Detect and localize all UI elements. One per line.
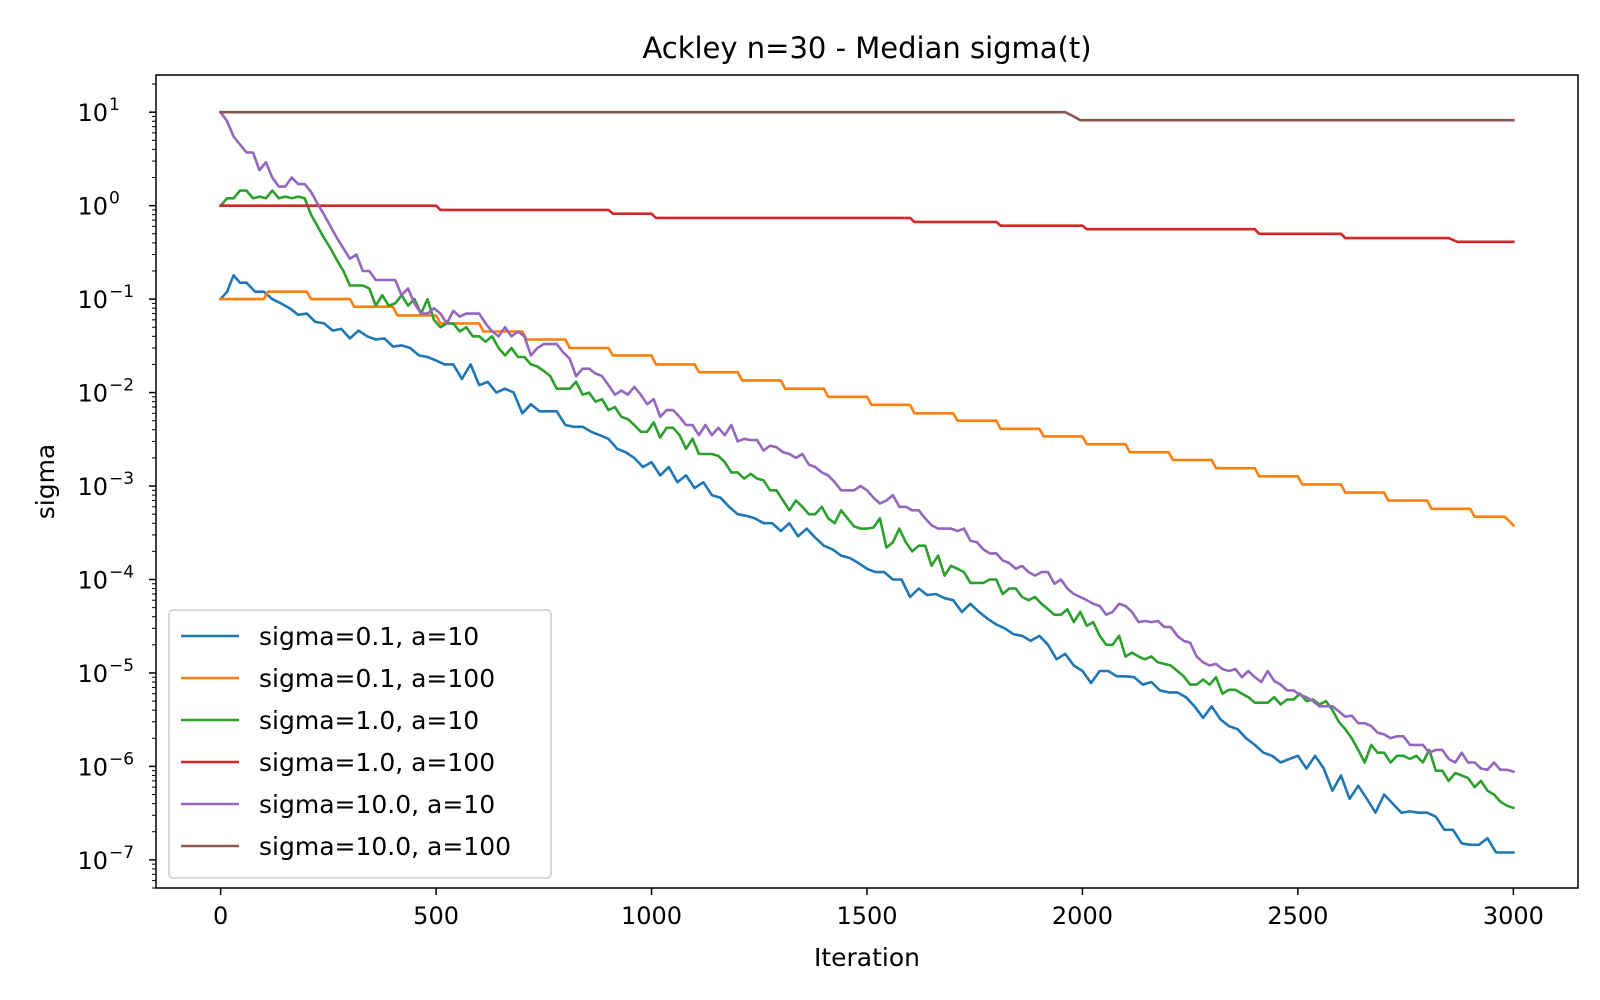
series-line-2 [219,290,1516,528]
y-tick-base: 10 [77,473,108,501]
y-tick-base: 10 [77,193,108,221]
y-tick-label: 10 [77,753,108,781]
legend: sigma=0.1, a=10 sigma=0.1, a=100 sigma=1.0… [168,609,552,879]
y-tick-exponent: 1 [109,95,120,115]
y-tick-exponent: −2 [109,376,134,396]
y-tick-exponent: −4 [109,562,134,582]
x-tick-label: 2500 [1267,902,1328,930]
series-line-3 [218,189,1516,810]
y-tick-label: 10 [77,847,108,875]
legend-label: sigma=0.1, a=100 [259,664,495,693]
x-tick-label: 1000 [621,902,682,930]
y-tick-label: 10 [77,380,108,408]
legend-box [168,609,552,879]
y-tick-base: 10 [77,380,108,408]
x-tick-label: 3000 [1483,902,1544,930]
x-axis: 0 500 1000 1500 2000 2500 3000 [213,888,1544,930]
y-tick-label: 10 [77,99,108,127]
chart-title: Ackley n=30 - Median sigma(t) [642,31,1091,65]
legend-label: sigma=10.0, a=100 [259,832,511,861]
x-tick-label: 0 [213,902,228,930]
y-tick-label: 10 [77,566,108,594]
y-minor-ticks [152,83,156,889]
y-tick-base: 10 [77,753,108,781]
y-tick-exponent: 0 [109,189,120,209]
x-tick-label: 2000 [1052,902,1113,930]
y-axis-title: sigma [31,444,60,520]
legend-label: sigma=1.0, a=100 [259,748,495,777]
y-tick-base: 10 [77,99,108,127]
y-tick-label: 10 [77,193,108,221]
series-line-1 [218,273,1515,854]
series-line-4 [219,204,1515,244]
y-tick-base: 10 [77,847,108,875]
y-tick-base: 10 [77,566,108,594]
x-axis-title: Iteration [814,943,920,972]
y-tick-exponent: −3 [109,469,134,489]
x-tick-label: 500 [413,902,459,930]
series-layer [218,110,1516,854]
y-tick-exponent: −7 [109,843,134,863]
y-tick-exponent: −5 [109,656,134,676]
legend-label: sigma=10.0, a=10 [259,790,495,819]
y-tick-base: 10 [77,660,108,688]
y-tick-exponent: −6 [109,749,134,769]
y-tick-label: 10 [77,660,108,688]
legend-label: sigma=1.0, a=10 [259,706,479,735]
series-line-5 [218,110,1515,774]
y-tick-label: 10 [77,473,108,501]
y-tick-label: 10 [77,286,108,314]
series-line-6 [219,110,1515,122]
x-tick-label: 1500 [836,902,897,930]
y-tick-exponent: −1 [109,282,134,302]
legend-label: sigma=0.1, a=10 [259,622,479,651]
y-tick-base: 10 [77,286,108,314]
